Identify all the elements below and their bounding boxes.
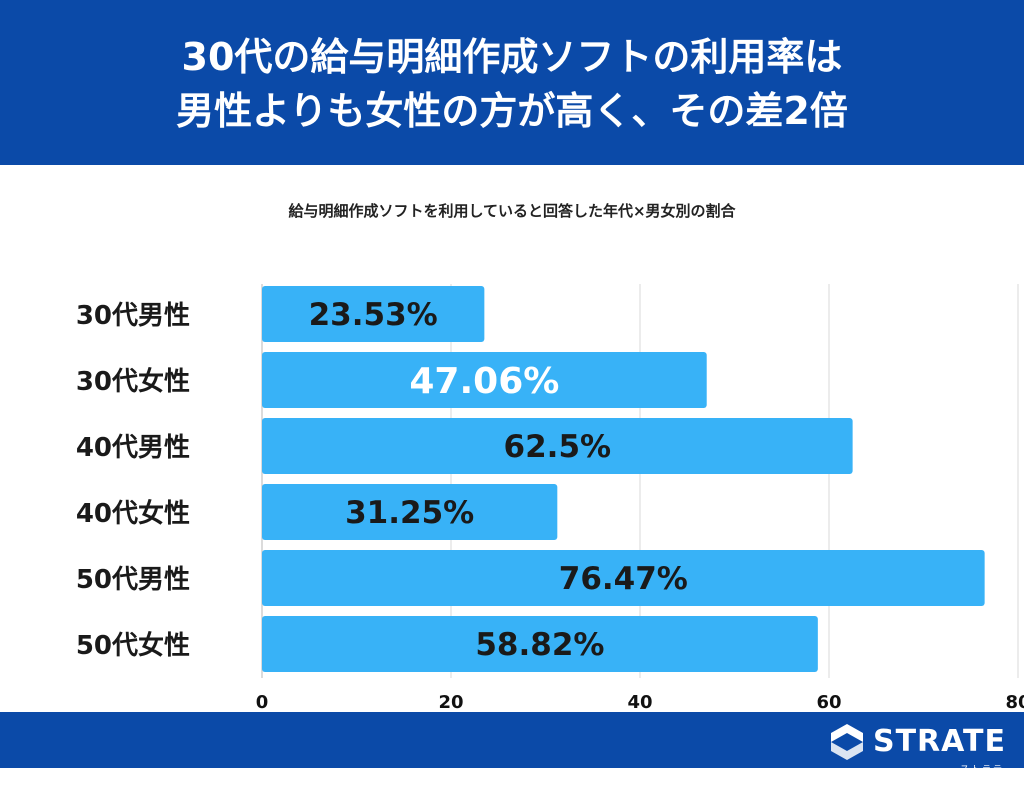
bar-chart-svg: 30代男性 23.53% 30代女性 47.06% 40代男性 62.5% 40代女性 31.… bbox=[76, 284, 1024, 713]
x-tick-label: 60 bbox=[816, 692, 841, 713]
data-label: 76.47% bbox=[559, 561, 688, 597]
category-label: 40代女性 bbox=[76, 498, 190, 529]
bar bbox=[262, 484, 558, 540]
x-tick-label: 40 bbox=[627, 692, 652, 713]
logo-text: STRATE bbox=[872, 724, 1006, 759]
strate-logo-icon bbox=[830, 724, 863, 760]
data-label: 62.5% bbox=[504, 429, 612, 465]
data-label: 58.82% bbox=[475, 627, 604, 663]
data-label: 23.53% bbox=[309, 297, 438, 333]
x-tick-label: 20 bbox=[438, 692, 463, 713]
strate-logo: STRATE ストラテ bbox=[827, 722, 1006, 776]
footer-banner: STRATE ストラテ bbox=[0, 712, 1024, 776]
data-label: 31.25% bbox=[345, 495, 474, 531]
bar bbox=[262, 352, 707, 408]
category-label: 50代男性 bbox=[76, 565, 190, 595]
bar bbox=[262, 286, 485, 342]
x-tick-label: 80 bbox=[1005, 692, 1024, 713]
logo-wordmark: STRATE ストラテ bbox=[872, 724, 1006, 776]
category-label: 50代女性 bbox=[76, 630, 190, 661]
header-banner: 30代の給与明細作成ソフトの利用率は 男性よりも女性の方が高く、その差2倍 bbox=[0, 0, 1024, 165]
category-label: 30代男性 bbox=[76, 301, 190, 331]
bar bbox=[262, 418, 853, 474]
page-title-line-1: 30代の給与明細作成ソフトの利用率は bbox=[181, 35, 843, 79]
data-label: 47.06% bbox=[409, 361, 559, 402]
category-label: 40代男性 bbox=[76, 433, 190, 463]
bar bbox=[262, 550, 985, 606]
bar-chart: 30代男性 23.53% 30代女性 47.06% 40代男性 62.5% 40代女性 31.… bbox=[0, 270, 1024, 720]
chart-title: 給与明細作成ソフトを利用していると回答した年代×男女別の割合 bbox=[288, 202, 736, 220]
category-label: 30代女性 bbox=[76, 366, 190, 397]
bar bbox=[262, 616, 818, 672]
x-tick-label: 0 bbox=[256, 692, 269, 713]
logo-subtext: ストラテ bbox=[959, 765, 1004, 775]
page-title-line-2: 男性よりも女性の方が高く、その差2倍 bbox=[176, 89, 848, 133]
